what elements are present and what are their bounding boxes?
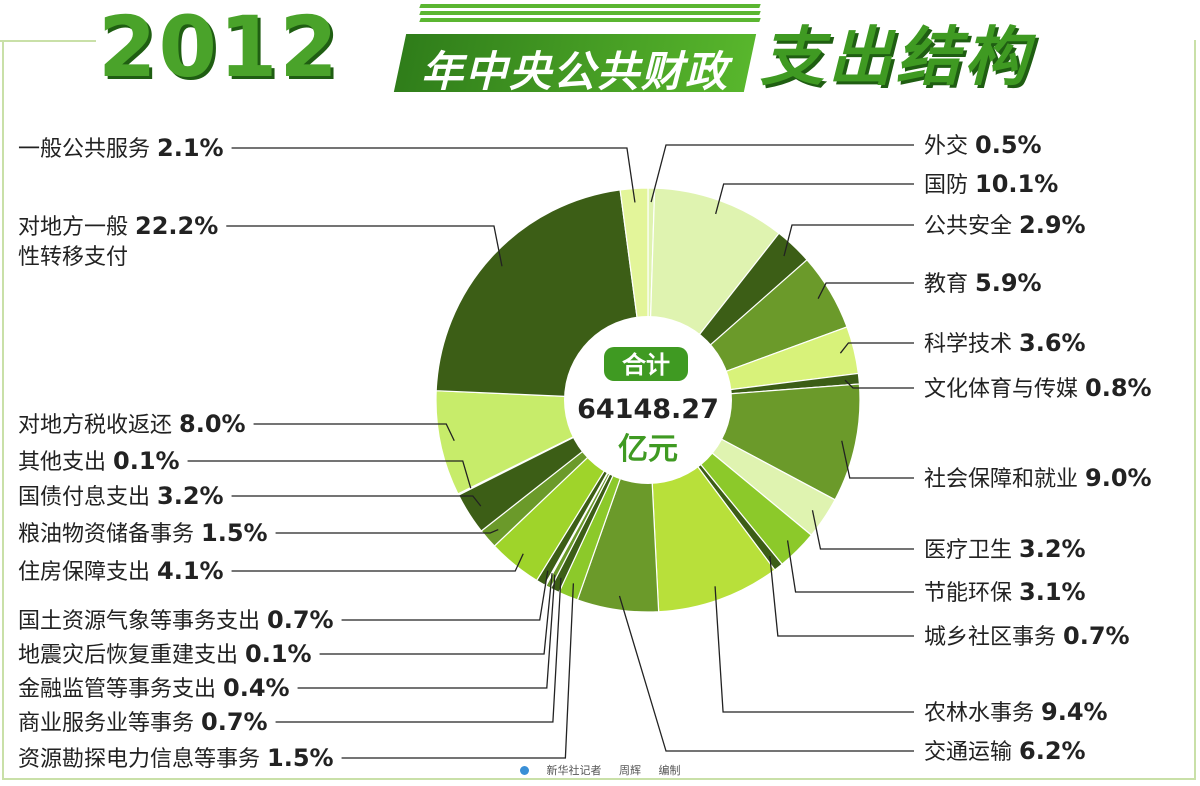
leader-line-7 [811,510,914,550]
leader-line-16 [341,570,549,621]
leader-line-3 [817,282,914,299]
slice-label-19: 国债付息支出 3.2% [18,482,224,510]
leader-line-1 [715,183,914,215]
slice-label-11: 交通运输 6.2% [924,737,1086,765]
slice-label-3: 教育 5.9% [924,269,1042,297]
title-rule-left [0,40,96,42]
leader-line-12 [341,583,575,759]
slice-label-20: 其他支出 0.1% [18,447,180,475]
title-end: 支出结构 [760,21,1032,95]
leader-line-11 [618,595,914,752]
slice-label-4: 科学技术 3.6% [924,329,1086,357]
slice-label-8: 节能环保 3.1% [924,578,1086,606]
slice-label-13: 商业服务业等事务 0.7% [18,708,268,736]
leader-line-13 [275,577,562,723]
slice-label-16: 国土资源气象等事务支出 0.7% [18,606,334,634]
slice-label-0: 外交 0.5% [924,131,1042,159]
total-badge [604,347,688,381]
slice-label-12: 资源勘探电力信息等事务 1.5% [18,744,334,772]
chart-leader-lines [187,144,914,759]
credit-role: 编制 [658,764,681,777]
leader-line-9 [769,556,914,637]
slice-label-21: 对地方税收返还 8.0% [18,410,246,438]
leader-line-10 [714,586,914,713]
leader-line-0 [650,144,914,203]
leader-line-14 [297,574,556,689]
leader-line-4 [839,342,914,354]
leader-line-17 [231,553,524,572]
slice-label-line2-22: 性转移支付 [18,245,128,270]
slice-label-14: 金融监管等事务支出 0.4% [18,674,290,702]
leader-line-15 [319,573,553,655]
slice-label-22: 对地方一般 22.2% [18,212,218,240]
title-middle: 年中央公共财政 [420,47,729,96]
slice-label-9: 城乡社区事务 0.7% [924,622,1130,650]
leader-line-23 [231,147,636,203]
leader-line-19 [231,495,482,507]
total-badge-label: 合计 [622,351,670,379]
slice-label-6: 社会保障和就业 9.0% [924,464,1152,492]
chart-slices [435,187,861,613]
chart-frame [2,40,1196,780]
credit-agency: 新华社记者 [546,764,602,777]
slice-label-10: 农林水事务 9.4% [924,698,1108,726]
leader-line-8 [786,540,914,593]
chart-labels: 外交 0.5% 国防 10.1% 公共安全 2.9% 教育 5.9% 科学技术 3.6%… [18,131,1152,772]
total-unit: 亿元 [618,432,678,467]
leader-line-2 [783,224,914,257]
chart-center: 合计 64148.27 亿元 [564,316,732,484]
leader-line-6 [841,440,914,479]
slice-label-17: 住房保障支出 4.1% [18,557,224,585]
slice-label-5: 文化体育与传媒 0.8% [924,374,1152,402]
title-year: 2012 [98,0,340,96]
total-value: 64148.27 [577,394,719,425]
leader-line-21 [253,423,455,442]
leader-line-20 [187,460,472,489]
credit-author: 周辉 [619,764,641,777]
leader-line-18 [275,528,499,534]
slice-label-7: 医疗卫生 3.2% [924,535,1086,563]
slice-label-18: 粮油物资储备事务 1.5% [18,519,268,547]
slice-label-15: 地震灾后恢复重建支出 0.1% [18,640,312,668]
credit-line: 新华社记者 周辉 编制 [520,762,695,778]
slice-label-1: 国防 10.1% [924,170,1058,198]
leader-line-5 [844,379,914,389]
slice-label-2: 公共安全 2.9% [924,211,1086,239]
slice-label-23: 一般公共服务 2.1% [18,134,224,162]
leader-line-22 [226,225,503,267]
news-agency-logo [520,766,529,775]
